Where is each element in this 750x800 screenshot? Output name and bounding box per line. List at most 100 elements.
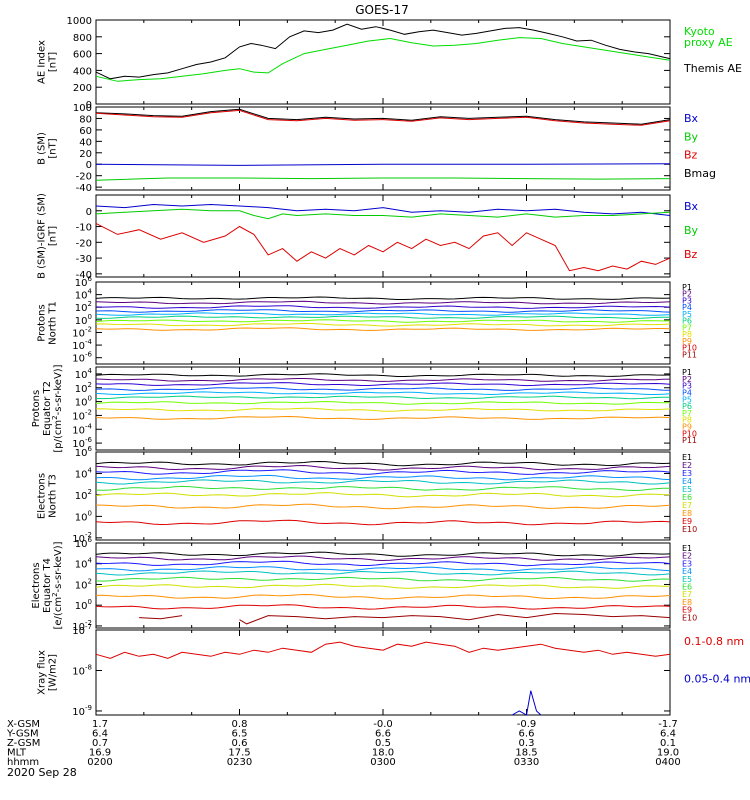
- legend-label: proxy AE: [684, 36, 733, 49]
- series-line-e6: [95, 485, 671, 492]
- y-tick-label-4: 10-4: [72, 422, 92, 436]
- orbit-value: -0.0: [373, 719, 393, 730]
- y-tick-label-0: -40: [76, 270, 92, 281]
- y-tick-label-3: 20: [79, 149, 92, 160]
- channel-label-e2: E2: [682, 461, 692, 470]
- panel-8: 10-7 10-8 10-9 Xray flux [W/m2] 0.1-0.8 nm 0.0…: [37, 623, 750, 718]
- series-line-e7: [95, 583, 671, 589]
- orbit-row-label: MLT: [7, 748, 27, 759]
- series-line-e4: [95, 474, 671, 481]
- y-tick-label-2: 102: [75, 577, 92, 591]
- series-line-e10: [239, 612, 671, 625]
- orbit-value: 6.4: [92, 729, 108, 740]
- y-tick-label-0: -40: [76, 183, 92, 194]
- y-axis-label: Protons: [37, 304, 48, 341]
- channel-label-p2: P2: [682, 290, 692, 299]
- y-axis-label: Electrons: [37, 473, 48, 519]
- orbit-value: 18.5: [515, 748, 537, 759]
- y-tick-label-2: 10-9: [72, 704, 92, 718]
- channel-label-p6: P6: [682, 317, 692, 326]
- channel-label-e9: E9: [682, 517, 692, 526]
- series-line-p7: [95, 400, 670, 405]
- series-line-p1: [95, 296, 671, 300]
- channel-label-e10: E10: [682, 525, 697, 534]
- channel-label-p4: P4: [682, 388, 692, 397]
- series-line-p3: [95, 305, 671, 309]
- panel-frame: [95, 366, 671, 451]
- series-line-bmag: [95, 108, 671, 125]
- y-tick-label-1: -30: [76, 254, 92, 265]
- y-tick-label-2: 0: [86, 160, 92, 171]
- channel-label-p2: P2: [682, 375, 692, 384]
- y-axis-label: Protons: [31, 390, 42, 427]
- series-line-e5: [95, 570, 671, 576]
- series-line-p4: [95, 387, 671, 391]
- orbit-row-label: X-GSM: [7, 719, 40, 730]
- y-tick-label-2: -20: [76, 238, 92, 249]
- y-tick-label-7: 100: [73, 103, 92, 114]
- orbit-value: 0.3: [519, 738, 535, 749]
- y-axis-label: [nT]: [48, 52, 59, 72]
- channel-label-e5: E5: [682, 575, 692, 584]
- channel-label-p7: P7: [682, 323, 692, 332]
- y-tick-label-1: 10-8: [72, 663, 92, 677]
- series-line-p1: [95, 373, 671, 377]
- channel-label-p1: P1: [682, 283, 692, 292]
- legend-label: Bx: [684, 112, 699, 125]
- orbit-table: X-GSM 1.7 0.8 -0.0 -0.9 -1.7 Y-GSM 6.4 6.5 6.6 6.6…: [6, 719, 681, 768]
- channel-label-p5: P5: [682, 395, 692, 404]
- orbit-value: -1.7: [658, 719, 678, 730]
- y-axis-label: Equator T2: [42, 381, 53, 436]
- y-tick-label-3: 100: [75, 598, 92, 612]
- y-tick-label-3: 600: [73, 50, 92, 61]
- series-line-p4: [95, 309, 671, 313]
- series-line-p6: [95, 315, 670, 320]
- channel-label-p10: P10: [682, 344, 697, 353]
- y-axis-label: [W/m2]: [48, 654, 59, 691]
- channel-label-e6: E6: [682, 583, 692, 592]
- series-line-e7: [95, 492, 671, 498]
- orbit-value: 0.5: [375, 738, 391, 749]
- y-tick-label-3: -10: [76, 223, 92, 234]
- channel-label-p9: P9: [682, 423, 692, 432]
- orbit-value: 18.0: [372, 748, 394, 759]
- channel-label-p11: P11: [682, 350, 697, 359]
- orbit-value: 6.6: [519, 729, 535, 740]
- legend-label: 0.05-0.4 nm: [684, 673, 750, 686]
- channel-label-p6: P6: [682, 402, 692, 411]
- series-line-e8: [95, 593, 671, 600]
- orbit-value: -0.9: [517, 719, 537, 730]
- channel-label-e7: E7: [682, 501, 692, 510]
- channel-label-p4: P4: [682, 303, 692, 312]
- y-axis-label: [nT]: [48, 226, 59, 246]
- channel-label-p10: P10: [682, 429, 697, 438]
- y-tick-label-6: 10-6: [72, 351, 92, 365]
- y-tick-label-0: 104: [75, 367, 93, 381]
- y-tick-label-5: 60: [79, 126, 92, 137]
- legend-label: Kyoto: [684, 25, 715, 38]
- y-tick-label-1: 200: [73, 83, 92, 94]
- series-line-e2: [95, 555, 671, 562]
- series-line-p5: [95, 391, 671, 396]
- panel-frame: [95, 281, 671, 365]
- y-tick-label-1: 104: [75, 557, 93, 571]
- series-line-e3: [95, 560, 671, 567]
- y-tick-label-4: 0: [86, 207, 92, 218]
- orbit-value: 16.9: [89, 748, 111, 759]
- channel-label-e3: E3: [682, 469, 692, 478]
- channel-label-e4: E4: [682, 477, 692, 486]
- panel-frame: [95, 629, 671, 716]
- legend-label: Bz: [684, 248, 698, 261]
- y-tick-label-3: 100: [75, 509, 92, 523]
- y-tick-label-0: 10-7: [72, 623, 92, 637]
- series-line-e3: [95, 469, 671, 475]
- y-axis-label: North T1: [48, 301, 59, 345]
- channel-label-e10: E10: [682, 613, 697, 622]
- orbit-row-label: hhmm: [7, 757, 39, 768]
- series-line-e9: [95, 519, 671, 526]
- plot-title: GOES-17: [355, 3, 409, 17]
- channel-label-p7: P7: [682, 409, 692, 418]
